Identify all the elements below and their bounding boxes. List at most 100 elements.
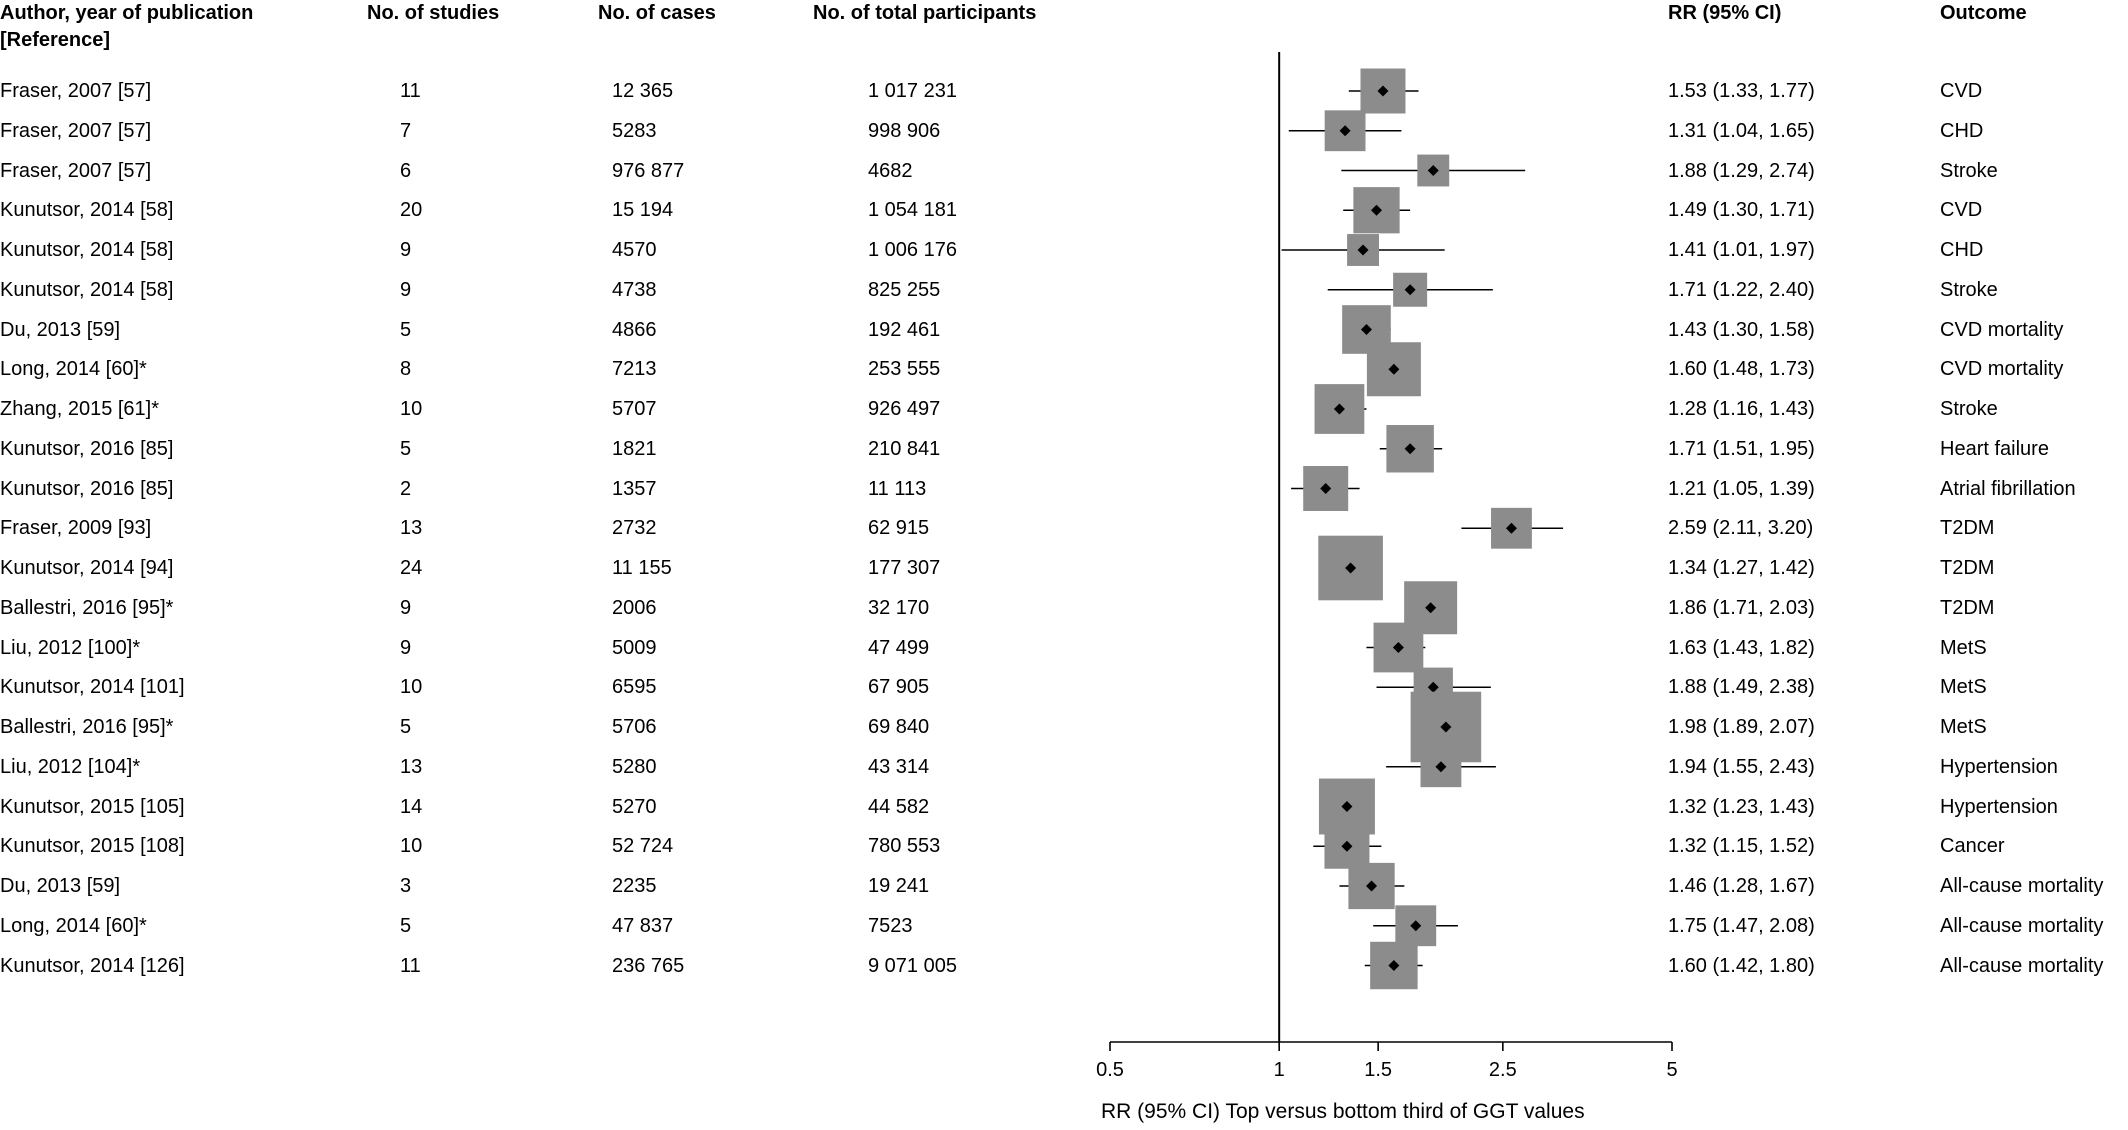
rr-cell: 1.98 (1.89, 2.07): [1668, 716, 1815, 738]
rr-cell: 2.59 (2.11, 3.20): [1668, 517, 1814, 540]
rr-cell: 1.28 (1.16, 1.43): [1668, 398, 1815, 420]
cases-cell: 47 837: [612, 914, 674, 937]
point-estimate: [1320, 483, 1332, 494]
cases-cell: 2732: [612, 517, 657, 540]
point-estimate: [1360, 324, 1372, 335]
author-cell: Kunutsor, 2014 [58]: [0, 239, 174, 261]
cases-cell: 5707: [612, 398, 657, 420]
point-estimate: [1333, 403, 1345, 415]
point-estimate: [1341, 801, 1353, 812]
studies-cell: 24: [400, 557, 423, 579]
outcome-cell: Heart failure: [1940, 437, 2049, 460]
rr-cell: 1.32 (1.23, 1.43): [1668, 795, 1815, 818]
cases-cell: 5270: [612, 795, 657, 818]
outcome-cell: MetS: [1940, 716, 1987, 738]
participants-cell: 780 553: [868, 835, 941, 858]
outcome-cell: T2DM: [1940, 596, 1995, 619]
rr-cell: 1.32 (1.15, 1.52): [1668, 835, 1815, 858]
cases-cell: 2235: [612, 875, 657, 897]
participants-cell: 1 054 181: [868, 199, 957, 222]
studies-cell: 13: [400, 755, 423, 778]
cases-cell: 976 877: [612, 159, 685, 182]
header-participants: No. of total participants: [813, 2, 1037, 24]
studies-cell: 6: [400, 159, 412, 182]
author-cell: Du, 2013 [59]: [0, 875, 121, 897]
outcome-cell: All-cause mortality: [1940, 954, 2104, 977]
point-estimate: [1427, 165, 1439, 176]
point-estimate: [1404, 443, 1416, 455]
x-tick-label: 1.5: [1364, 1059, 1392, 1081]
participants-cell: 177 307: [868, 557, 941, 579]
point-estimate: [1388, 960, 1400, 971]
author-cell: Fraser, 2007 [57]: [0, 80, 152, 102]
participants-cell: 69 840: [868, 716, 930, 738]
point-estimate: [1392, 642, 1404, 653]
studies-cell: 20: [400, 199, 423, 222]
studies-cell: 2: [400, 477, 412, 500]
header-author: Author, year of publication [Reference]: [0, 2, 254, 51]
x-tick-label: 5: [1666, 1059, 1677, 1081]
outcome-cell: All-cause mortality: [1940, 875, 2104, 897]
cases-cell: 7213: [612, 358, 657, 381]
studies-cell: 7: [400, 119, 412, 142]
author-cell: Liu, 2012 [104]*: [0, 755, 141, 778]
participants-cell: 253 555: [868, 358, 941, 381]
studies-cell: 9: [400, 239, 412, 261]
studies-cell: 10: [400, 835, 423, 858]
author-cell: Du, 2013 [59]: [0, 318, 121, 341]
studies-cell: 5: [400, 318, 412, 341]
cases-cell: 11 155: [612, 557, 672, 579]
outcome-cell: CVD: [1940, 80, 1983, 102]
cases-cell: 4738: [612, 278, 657, 301]
cases-cell: 5280: [612, 755, 657, 778]
point-estimate: [1427, 681, 1439, 693]
participants-cell: 210 841: [868, 437, 941, 460]
participants-cell: 47 499: [868, 636, 930, 659]
outcome-cell: MetS: [1940, 676, 1987, 699]
outcome-cell: T2DM: [1940, 517, 1995, 540]
cases-cell: 1821: [612, 437, 657, 460]
rr-cell: 1.71 (1.51, 1.95): [1668, 437, 1815, 460]
outcome-cell: Stroke: [1940, 159, 1998, 182]
outcome-cell: CVD mortality: [1940, 318, 2064, 341]
header-outcome: Outcome: [1940, 2, 2027, 24]
outcome-cell: Atrial fibrillation: [1940, 477, 2076, 500]
outcome-cell: Cancer: [1940, 835, 2005, 858]
author-cell: Fraser, 2007 [57]: [0, 119, 152, 142]
participants-cell: 926 497: [868, 398, 941, 420]
outcome-cell: Stroke: [1940, 398, 1998, 420]
author-cell: Fraser, 2009 [93]: [0, 517, 152, 540]
participants-cell: 62 915: [868, 517, 930, 540]
rr-cell: 1.86 (1.71, 2.03): [1668, 596, 1815, 619]
author-cell: Kunutsor, 2014 [94]: [0, 557, 174, 579]
participants-cell: 19 241: [868, 875, 930, 897]
x-tick-label: 1: [1274, 1059, 1285, 1081]
author-cell: Kunutsor, 2014 [58]: [0, 199, 174, 222]
outcome-cell: CHD: [1940, 239, 1984, 261]
studies-cell: 8: [400, 358, 412, 381]
participants-cell: 11 113: [868, 477, 927, 500]
cases-cell: 5706: [612, 716, 657, 738]
outcome-cell: Hypertension: [1940, 795, 2058, 818]
rr-cell: 1.31 (1.04, 1.65): [1668, 119, 1815, 142]
rr-cell: 1.60 (1.48, 1.73): [1668, 358, 1815, 381]
author-cell: Kunutsor, 2015 [105]: [0, 795, 185, 818]
rr-cell: 1.94 (1.55, 2.43): [1668, 755, 1815, 778]
studies-cell: 10: [400, 398, 423, 420]
point-estimate: [1388, 363, 1400, 375]
cases-cell: 5283: [612, 119, 657, 142]
studies-cell: 11: [400, 80, 421, 102]
participants-cell: 1 017 231: [868, 80, 957, 102]
studies-cell: 9: [400, 636, 412, 659]
point-estimate: [1440, 721, 1452, 733]
cases-cell: 15 194: [612, 199, 674, 222]
participants-cell: 44 582: [868, 795, 930, 818]
author-cell: Kunutsor, 2016 [85]: [0, 477, 174, 500]
point-estimate: [1366, 880, 1378, 892]
author-cell: Kunutsor, 2014 [126]: [0, 954, 185, 977]
studies-cell: 11: [400, 954, 421, 977]
author-cell: Kunutsor, 2015 [108]: [0, 835, 185, 858]
studies-cell: 5: [400, 716, 412, 738]
outcome-cell: CVD mortality: [1940, 358, 2064, 381]
outcome-cell: Stroke: [1940, 278, 1998, 301]
